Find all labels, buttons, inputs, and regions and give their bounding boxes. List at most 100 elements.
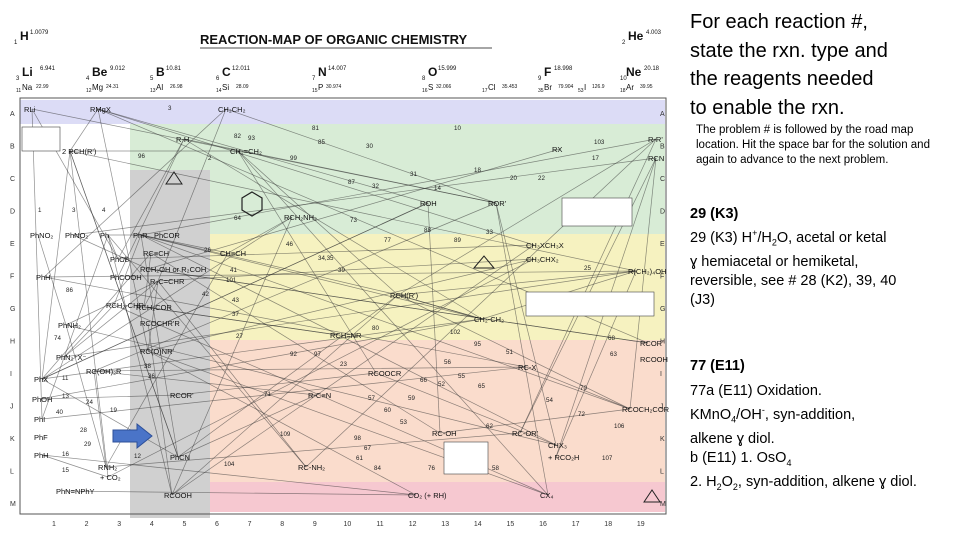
reaction-number: 32 xyxy=(372,183,379,190)
reaction-arrow xyxy=(143,280,159,308)
yellow-zone xyxy=(210,234,665,340)
reaction-arrow xyxy=(31,108,497,204)
row-letter: D xyxy=(10,209,15,216)
compound-label: PhCOOH xyxy=(110,273,142,282)
compound-label: PhNO₂ xyxy=(30,231,53,240)
reaction-number: 15 xyxy=(62,467,69,474)
column-number: 6 xyxy=(215,521,219,528)
compound-label: RNH₂ xyxy=(98,463,117,472)
reaction-arrow xyxy=(237,150,377,374)
instructions-text: The problem # is followed by the road ma… xyxy=(696,124,930,166)
element-symbol: 10 Ne 20.18 xyxy=(620,65,660,82)
element-symbol: 4 Be 9.012 xyxy=(86,65,126,82)
reaction-number: 64 xyxy=(234,215,241,222)
column-number: 15 xyxy=(507,521,515,528)
reaction-arrow xyxy=(397,294,631,410)
benzene-ring-icon xyxy=(241,191,263,217)
compound-label: RCOCHR'R xyxy=(140,319,180,328)
reaction-arrow xyxy=(157,108,227,282)
element-name: Na xyxy=(22,83,33,92)
element-name: Cl xyxy=(488,83,496,92)
atomic-mass: 79.904 xyxy=(558,84,574,90)
element-name: Li xyxy=(22,65,33,79)
compound-label: + CO₂ xyxy=(100,473,121,482)
reaction-number: 109 xyxy=(280,431,291,438)
reaction-arrow xyxy=(495,202,557,446)
atomic-number: 5 xyxy=(150,76,154,82)
atomic-number: 16 xyxy=(422,88,428,94)
compound-label: PhOH xyxy=(32,395,52,404)
atomic-mass: 10.81 xyxy=(166,66,182,72)
reaction-arrow xyxy=(147,148,561,270)
reaction-arrow xyxy=(97,108,149,352)
atomic-number: 10 xyxy=(620,76,627,82)
text: b (E11) 1. OsO xyxy=(690,449,787,466)
reaction-arrow-glyph: ɣ xyxy=(878,473,887,490)
reaction-number: 80 xyxy=(372,325,379,332)
row-letter: G xyxy=(10,306,15,313)
reaction-number: 75 xyxy=(122,257,129,264)
atomic-number: 1 xyxy=(14,40,18,46)
reaction-number: 4 xyxy=(102,207,106,214)
column-number: 7 xyxy=(248,521,252,528)
compound-label: R₂C=CHR xyxy=(150,277,185,286)
column-number: 9 xyxy=(313,521,317,528)
reaction-number: 102 xyxy=(450,329,461,336)
reaction-number: 67 xyxy=(364,445,371,452)
atomic-mass: 4.003 xyxy=(646,30,662,36)
text: KMnO xyxy=(690,406,732,423)
reaction-arrow xyxy=(140,234,179,458)
reaction-arrow xyxy=(39,394,179,400)
superscript: - xyxy=(761,405,765,415)
element-name: Mg xyxy=(92,83,103,92)
atomic-number: 14 xyxy=(216,88,222,94)
reaction-arrow xyxy=(93,202,497,372)
atomic-number: 9 xyxy=(538,76,542,82)
reaction-number: 107 xyxy=(602,455,613,462)
superscript: + xyxy=(752,228,758,238)
column-number: 4 xyxy=(150,521,154,528)
map-border xyxy=(19,97,667,515)
element-symbol: 14 Si 28.09 xyxy=(216,83,249,94)
reaction-arrow xyxy=(171,216,293,496)
compound-label: 2 RCH(R') xyxy=(62,147,97,156)
reaction-arrow xyxy=(107,234,307,468)
reaction-arrow xyxy=(157,280,307,468)
reaction-number: 51 xyxy=(506,349,513,356)
compound-label: RCH=NR xyxy=(330,331,362,340)
reaction-number: 13 xyxy=(62,393,69,400)
reaction-number: 2 xyxy=(208,155,212,162)
reaction-arrow xyxy=(65,280,159,326)
reaction-arrow xyxy=(41,454,109,478)
reaction-number: 54 xyxy=(546,397,553,404)
reaction-number: 66 xyxy=(420,377,427,384)
reaction-number: 12 xyxy=(134,453,141,460)
compound-label: RCN xyxy=(648,154,664,163)
problem-label: 29 (K3) xyxy=(690,206,739,222)
reaction-number: 58 xyxy=(492,465,499,472)
row-letter-right: G xyxy=(660,306,665,313)
compound-label: CH₃XCH₃X xyxy=(526,241,564,250)
dihalocyclopropane-icon xyxy=(643,489,661,503)
reaction-arrow xyxy=(140,138,657,236)
column-number: 2 xyxy=(85,521,89,528)
reaction-number: 96 xyxy=(138,153,145,160)
compound-label: PhI xyxy=(34,415,45,424)
element-name: N xyxy=(318,65,327,79)
reaction-arrow xyxy=(427,202,441,434)
reaction-arrow xyxy=(31,108,43,420)
reaction-arrow xyxy=(107,258,535,478)
subscript: 4 xyxy=(731,414,737,425)
text: O, acetal or ketal xyxy=(776,229,887,246)
reaction-arrow xyxy=(43,276,527,368)
element-name: He xyxy=(628,29,644,43)
current-problem-pointer-arrow xyxy=(112,422,153,450)
text: 2. H xyxy=(690,473,717,490)
reaction-number: 22 xyxy=(538,175,545,182)
element-symbol: 8 O 15.999 xyxy=(422,65,457,82)
reaction-number: 95 xyxy=(474,341,481,348)
reaction-number: 89 xyxy=(454,237,461,244)
atomic-mass: 126.9 xyxy=(592,84,605,90)
reaction-arrow xyxy=(93,370,107,468)
atomic-mass: 22.99 xyxy=(36,84,49,90)
